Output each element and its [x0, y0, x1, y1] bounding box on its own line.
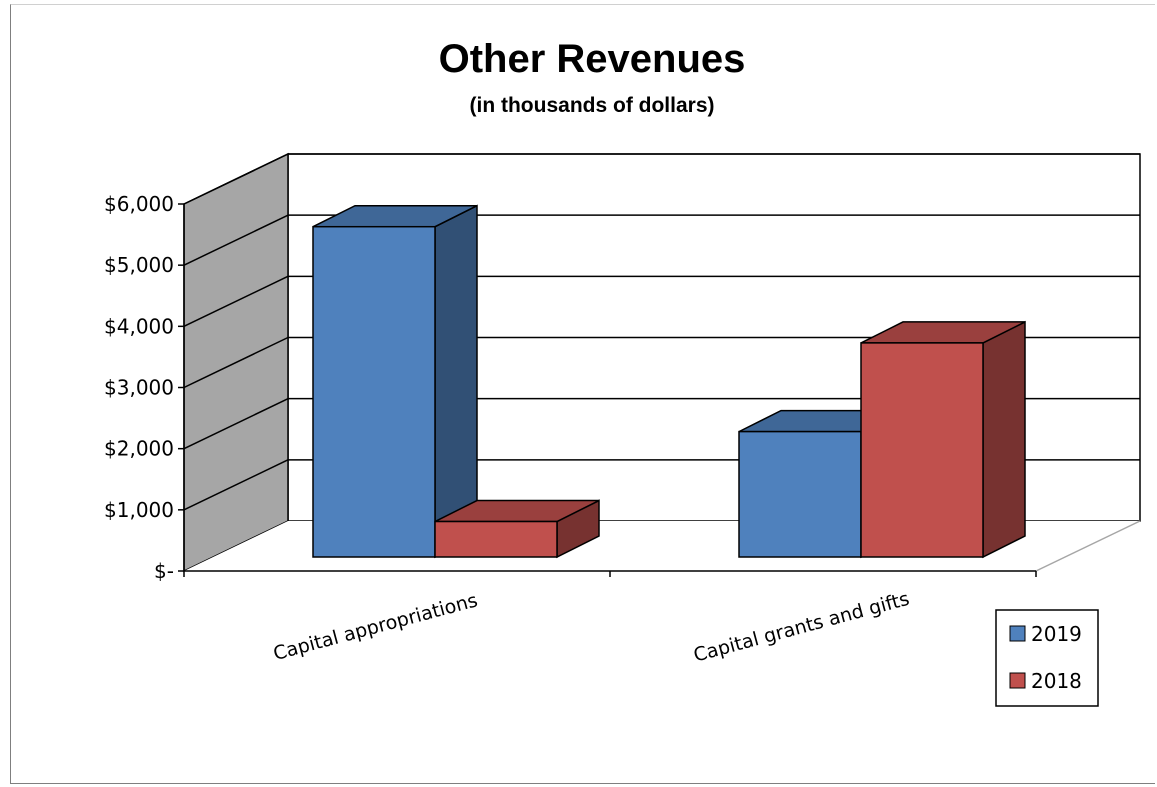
gridline-side [183, 275, 289, 328]
legend-label-2019: 2019 [1031, 622, 1082, 646]
y-tick-label: $1,000 [104, 498, 174, 522]
legend-swatch-2018 [1009, 672, 1026, 689]
y-tick-labels: $- $1,000 $2,000 $3,000 $4,000 $5,000 $6,000 [104, 192, 174, 583]
y-tick-label: $- [154, 559, 174, 583]
y-tick-label: $2,000 [104, 437, 174, 461]
floor-edge [1035, 520, 1141, 572]
bar-2018-0 [434, 520, 558, 558]
category-label-0: Capital appropriations [271, 589, 480, 665]
bars [312, 204, 1026, 559]
bar-side-2018-1 [982, 320, 1026, 559]
y-tick-label: $5,000 [104, 253, 174, 277]
chart-title: Other Revenues [439, 37, 746, 81]
legend-label-2018: 2018 [1031, 669, 1082, 693]
legend-swatch-2019 [1009, 625, 1026, 642]
gridline-side [183, 214, 289, 266]
bar-2019-1 [738, 430, 862, 558]
y-tick-label: $6,000 [104, 192, 174, 216]
y-tick-label: $4,000 [104, 314, 174, 338]
category-labels: Capital appropriations Capital grants and… [271, 588, 912, 667]
gridline-side [183, 459, 289, 511]
chart-frame [10, 4, 1155, 784]
chart-subtitle: (in thousands of dollars) [470, 94, 715, 117]
category-label-1: Capital grants and gifts [691, 588, 912, 667]
bar-2018-1 [860, 342, 984, 558]
gridline-side [183, 397, 289, 450]
axes [178, 203, 1037, 577]
bar-2019-0 [312, 225, 436, 558]
gridline-side [183, 153, 289, 205]
gridline-side [183, 336, 289, 389]
legend: 2019 2018 [995, 609, 1099, 707]
y-tick-label: $3,000 [104, 376, 174, 400]
